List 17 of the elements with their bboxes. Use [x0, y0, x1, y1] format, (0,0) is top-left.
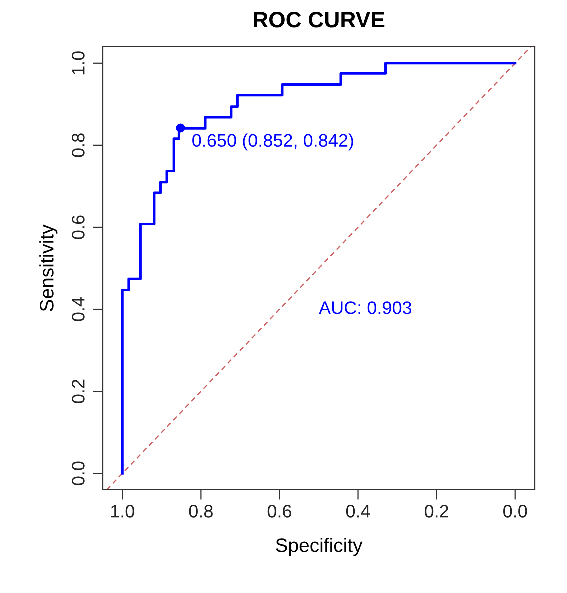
- x-tick-label: 0.8: [189, 505, 213, 518]
- y-tick-label: 0.2: [72, 380, 85, 404]
- x-tick-label: 0.6: [268, 505, 292, 518]
- y-tick-label: 0.8: [72, 134, 85, 158]
- y-tick-label: 0.4: [72, 297, 85, 322]
- x-axis-title: Specificity: [276, 538, 363, 556]
- y-axis-title: Sensitivity: [40, 224, 58, 312]
- y-tick-label: 0.0: [72, 462, 85, 486]
- y-tick-label: 0.6: [72, 216, 85, 240]
- y-tick-label: 1.0: [72, 52, 85, 75]
- x-tick-label: 0.2: [424, 505, 448, 518]
- x-tick-label: 0.4: [346, 505, 370, 518]
- annotation: AUC: 0.903: [319, 302, 412, 314]
- x-tick-label: 0.0: [504, 505, 528, 518]
- x-tick-label: 1.0: [111, 505, 134, 518]
- annotation: 0.650 (0.852, 0.842): [192, 134, 354, 151]
- chart-title: ROC CURVE: [254, 12, 385, 28]
